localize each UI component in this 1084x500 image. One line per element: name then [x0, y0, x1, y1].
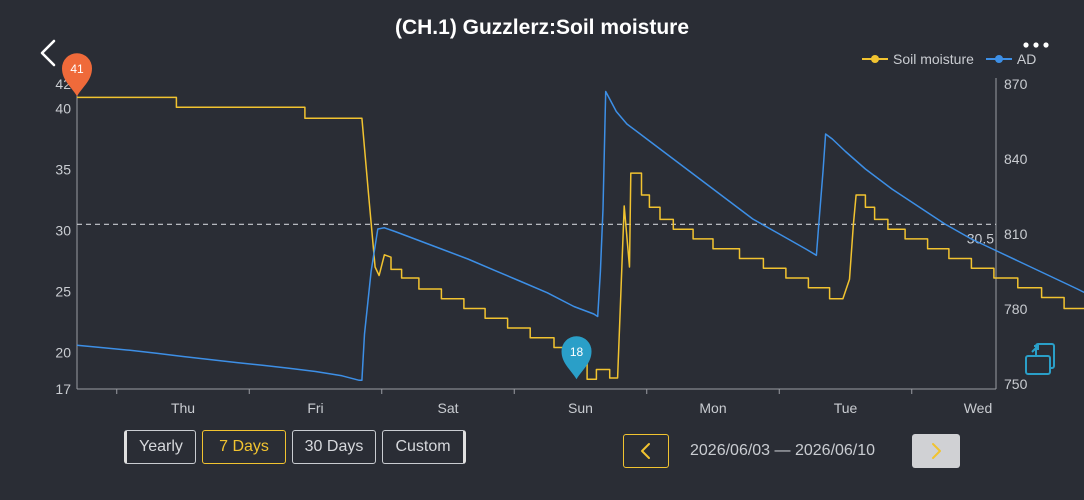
reference-layer: 30.5	[77, 223, 996, 246]
legend-item-soil-moisture[interactable]: Soil moisture	[862, 51, 974, 67]
y-right-tick-label: 780	[1004, 301, 1028, 317]
series-layer	[76, 90, 1084, 382]
chevron-right-icon	[932, 443, 941, 459]
max-marker: 41	[62, 53, 92, 97]
legend-swatch-ad-icon	[985, 55, 1012, 63]
date-range-label: 2026/06/03 — 2026/06/10	[690, 442, 876, 459]
x-tick-label: Sat	[437, 400, 458, 416]
range-custom-button[interactable]: Custom	[382, 430, 466, 464]
y-left-tick-label: 17	[55, 381, 71, 397]
marker-layer: 41 18	[62, 53, 592, 380]
y-right-tick-label: 870	[1004, 76, 1028, 92]
legend-label-soil: Soil moisture	[893, 51, 974, 67]
range-yearly-button[interactable]: Yearly	[124, 430, 196, 464]
range-selector: Yearly 7 Days 30 Days Custom	[124, 430, 472, 468]
min-marker-shape	[561, 336, 592, 380]
more-button[interactable]	[1020, 38, 1052, 52]
legend-item-ad[interactable]: AD	[985, 51, 1037, 67]
y-right-tick-label: 840	[1004, 151, 1028, 167]
page-title: (CH.1) Guzzlerz:Soil moisture	[394, 16, 690, 39]
previous-range-button[interactable]	[623, 434, 669, 468]
x-tick-label: Sun	[568, 400, 593, 416]
y-left-tick-label: 35	[55, 161, 71, 177]
next-range-button[interactable]	[912, 434, 960, 468]
y-left-tick-label: 20	[55, 344, 71, 360]
min-marker-label: 18	[570, 345, 584, 359]
series-line-soil-moisture	[77, 96, 1084, 380]
legend-swatch-soil-icon	[862, 55, 888, 63]
expand-screen-icon	[1025, 343, 1055, 375]
x-tick-label: Wed	[964, 400, 993, 416]
back-button[interactable]	[36, 38, 62, 68]
y-left-tick-label: 40	[55, 100, 71, 116]
legend-label-ad: AD	[1016, 51, 1037, 67]
chart-axes: Thu Fri Sat Sun Mon Tue Wed1720253035404275078…	[55, 76, 1027, 416]
more-dots-icon	[1023, 42, 1049, 48]
y-left-tick-label: 25	[55, 283, 71, 299]
series-line-ad	[76, 90, 1084, 382]
soil-moisture-chart[interactable]: Thu Fri Sat Sun Mon Tue Wed1720253035404275078…	[0, 0, 1084, 430]
x-tick-label: Mon	[699, 400, 726, 416]
max-marker-label: 41	[70, 62, 84, 76]
max-marker-shape	[62, 53, 92, 97]
range-30-days-button[interactable]: 30 Days	[292, 430, 376, 464]
chevron-left-icon	[641, 443, 650, 459]
x-tick-label: Fri	[307, 400, 323, 416]
expand-screen-button[interactable]	[1024, 342, 1060, 378]
range-7-days-button[interactable]: 7 Days	[202, 430, 286, 464]
reference-line-label: 30.5	[967, 230, 994, 246]
y-right-tick-label: 810	[1004, 226, 1028, 242]
y-left-tick-label: 30	[55, 222, 71, 238]
x-tick-label: Tue	[834, 400, 858, 416]
chart-legend: Soil moisture AD	[850, 50, 1036, 68]
x-tick-label: Thu	[171, 400, 195, 416]
y-right-tick-label: 750	[1004, 376, 1028, 392]
min-marker: 18	[561, 336, 592, 380]
chevron-left-icon	[40, 39, 56, 67]
